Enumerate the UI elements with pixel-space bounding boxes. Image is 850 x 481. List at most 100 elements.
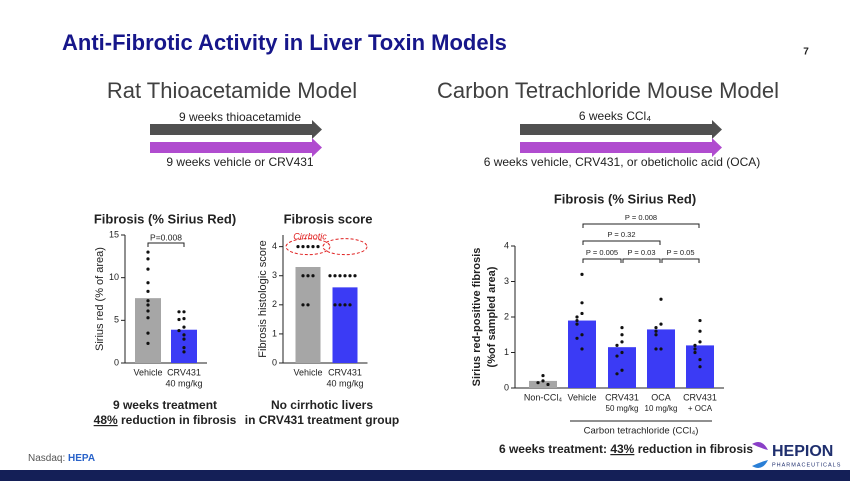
data-point bbox=[146, 281, 150, 285]
data-point bbox=[146, 331, 150, 335]
annotation: P = 0.32 bbox=[607, 230, 635, 239]
data-point bbox=[311, 274, 315, 278]
caption-text: reduction in fibrosis bbox=[118, 413, 237, 427]
significance-bracket bbox=[582, 223, 700, 228]
caption: 6 weeks treatment: 43% reduction in fibr… bbox=[499, 442, 753, 456]
data-point bbox=[580, 333, 584, 337]
y-tick-label: 1 bbox=[504, 347, 509, 357]
data-point bbox=[693, 350, 697, 355]
data-point bbox=[654, 347, 658, 351]
data-point bbox=[698, 358, 702, 362]
data-point bbox=[333, 303, 337, 307]
annotation: P = 0.05 bbox=[666, 248, 694, 257]
data-point bbox=[580, 311, 584, 316]
data-point bbox=[353, 274, 357, 278]
data-point bbox=[698, 329, 702, 333]
annotation: P = 0.008 bbox=[625, 213, 657, 222]
data-point bbox=[580, 347, 584, 351]
x-tick-sublabel: 10 mg/kg bbox=[645, 404, 678, 413]
x-group-label: Carbon tetrachloride (CCl₄) bbox=[584, 426, 699, 437]
arrow bbox=[520, 138, 722, 157]
y-tick-label: 0 bbox=[504, 382, 509, 392]
caption-emphasis: 48% bbox=[94, 413, 118, 427]
data-point bbox=[698, 365, 702, 369]
x-tick-label: CRV431 bbox=[167, 367, 201, 377]
arrow-label: 9 weeks thioacetamide bbox=[179, 110, 301, 124]
y-tick-label: 4 bbox=[504, 240, 509, 250]
data-point bbox=[620, 350, 624, 355]
data-point bbox=[580, 272, 584, 276]
x-tick-label: OCA bbox=[651, 392, 671, 402]
data-point bbox=[620, 333, 624, 337]
footer-label: Nasdaq: bbox=[28, 453, 68, 464]
data-point bbox=[654, 329, 658, 333]
data-point bbox=[306, 303, 310, 307]
logo: HEPION PHARMACEUTICALS bbox=[752, 442, 840, 468]
data-point bbox=[659, 347, 663, 351]
data-point bbox=[693, 343, 697, 347]
logo-icon bbox=[752, 442, 768, 450]
bar bbox=[529, 380, 557, 388]
data-point bbox=[343, 303, 347, 307]
y-tick-label: 10 bbox=[109, 272, 119, 282]
x-tick-label: Non-CCl₄ bbox=[524, 392, 563, 402]
y-tick-label: 3 bbox=[272, 270, 277, 280]
data-point bbox=[146, 341, 150, 345]
logo-text: HEPION bbox=[772, 443, 833, 460]
annotation: P=0.008 bbox=[150, 232, 182, 242]
y-tick-label: 3 bbox=[504, 276, 509, 286]
bar bbox=[332, 287, 358, 363]
data-point bbox=[615, 354, 619, 358]
arrow bbox=[150, 120, 322, 139]
data-point bbox=[146, 316, 150, 320]
data-point bbox=[575, 322, 579, 326]
data-point bbox=[620, 340, 624, 344]
data-point bbox=[654, 326, 658, 330]
data-point bbox=[693, 347, 697, 351]
data-point bbox=[316, 245, 320, 249]
data-point bbox=[296, 245, 300, 249]
significance-bracket bbox=[582, 240, 661, 245]
data-point bbox=[301, 303, 305, 307]
data-point bbox=[306, 245, 310, 249]
significance-bracket bbox=[622, 258, 661, 263]
x-tick-label: CRV431 bbox=[605, 392, 639, 402]
data-point bbox=[177, 328, 181, 333]
cirrhotic-ring bbox=[322, 238, 368, 256]
data-point bbox=[182, 350, 186, 354]
data-point bbox=[177, 317, 181, 322]
x-tick-label: Vehicle bbox=[293, 367, 322, 377]
section-heading: Rat Thioacetamide Model bbox=[107, 78, 357, 103]
bar bbox=[568, 320, 596, 388]
section-heading: Carbon Tetrachloride Mouse Model bbox=[437, 78, 779, 103]
annotation: P = 0.03 bbox=[627, 248, 655, 257]
x-tick-label: CRV431 bbox=[328, 367, 362, 377]
y-axis-label: Sirius red (% of area) bbox=[94, 247, 106, 351]
x-tick-label: Vehicle bbox=[567, 392, 596, 402]
data-point bbox=[659, 322, 663, 326]
footer-bar bbox=[0, 470, 850, 481]
significance-bracket bbox=[661, 258, 700, 263]
data-point bbox=[146, 309, 150, 313]
data-point bbox=[182, 310, 186, 314]
data-point bbox=[348, 274, 352, 278]
caption: 9 weeks treatment bbox=[113, 398, 217, 412]
data-point bbox=[575, 315, 579, 319]
data-point bbox=[146, 299, 150, 303]
x-tick-sublabel: + OCA bbox=[688, 404, 713, 413]
arrow-label: 6 weeks CCl₄ bbox=[579, 109, 651, 123]
footer-ticker: HEPA bbox=[68, 453, 95, 464]
y-tick-label: 5 bbox=[114, 315, 119, 325]
data-point bbox=[146, 303, 150, 307]
caption: 48% reduction in fibrosis bbox=[94, 413, 237, 427]
data-point bbox=[301, 274, 305, 278]
data-point bbox=[620, 368, 624, 372]
y-tick-label: 2 bbox=[272, 299, 277, 309]
data-point bbox=[182, 325, 186, 329]
significance-bracket bbox=[582, 258, 622, 263]
data-point bbox=[615, 343, 619, 347]
y-axis-label: Fibrosis histologic score bbox=[257, 240, 269, 357]
caption: in CRV431 treatment group bbox=[245, 413, 399, 427]
